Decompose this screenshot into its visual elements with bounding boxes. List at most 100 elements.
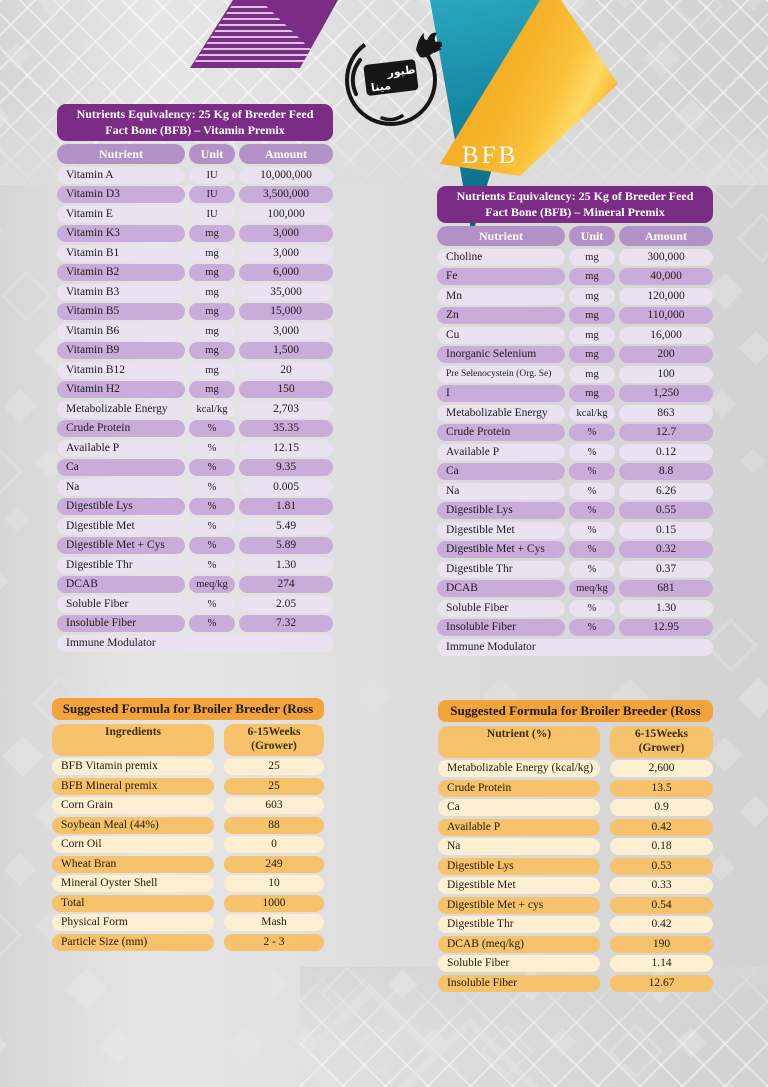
row-nutrient-cell: DCAB bbox=[57, 576, 185, 594]
table-row: Cu mg 16,000 bbox=[437, 326, 713, 344]
row-nutrient-cell: Vitamin B3 bbox=[57, 283, 185, 301]
row-amount-cell: 0.37 bbox=[619, 560, 713, 578]
background-diamond bbox=[739, 331, 768, 365]
table-row: Physical Form Mash bbox=[52, 914, 324, 932]
row-nutrient-cell: Metabolizable Energy bbox=[437, 404, 565, 422]
column-header-ingredients: Ingredients bbox=[52, 724, 214, 756]
weeks-line2: (Grower) bbox=[251, 739, 297, 752]
row-amount-cell: 200 bbox=[619, 346, 713, 364]
row-label-cell: Wheat Bran bbox=[52, 855, 214, 873]
formula-ingredients-title: Suggested Formula for Broiler Breeder (R… bbox=[52, 698, 324, 738]
column-header-nutrient-pct: Nutrient (%) bbox=[438, 726, 600, 758]
rooster-head-comb bbox=[416, 32, 443, 58]
row-unit-cell: mg bbox=[189, 244, 235, 262]
background-diamond bbox=[0, 443, 24, 500]
table-row: Vitamin B2 mg 6,000 bbox=[57, 264, 333, 282]
background-diamond bbox=[0, 908, 22, 962]
row-amount-cell: 16,000 bbox=[619, 326, 713, 344]
table-row: Metabolizable Energy kcal/kg 863 bbox=[437, 404, 713, 422]
table-footer-row: Immune Modulator bbox=[57, 634, 333, 652]
table-row: Metabolizable Energy (kcal/kg) 2,600 bbox=[438, 760, 713, 778]
formula-ingredients-header: Ingredients 6-15Weeks (Grower) bbox=[52, 724, 324, 756]
table-row: Crude Protein% 35.35 bbox=[57, 420, 333, 438]
row-label-cell: Physical Form bbox=[52, 914, 214, 932]
table-row: Ca% 9.35 bbox=[57, 459, 333, 477]
row-nutrient-cell: Crude Protein bbox=[437, 424, 565, 442]
table-row: Vitamin B5 mg 15,000 bbox=[57, 303, 333, 321]
bfb-label: BFB bbox=[462, 142, 519, 169]
column-header-nutrient: Nutrient bbox=[437, 226, 565, 247]
formula-ingredients-rows: BFB Vitamin premix 25 BFB Mineral premix 25… bbox=[52, 758, 324, 951]
row-nutrient-cell: Digestible Thr bbox=[437, 560, 565, 578]
table-row: Mineral Oyster Shell 10 bbox=[52, 875, 324, 893]
row-value-cell: 1.14 bbox=[610, 955, 713, 973]
table-row: Digestible Met + cys 0.54 bbox=[438, 896, 713, 914]
table-row: Choline mg 300,000 bbox=[437, 248, 713, 266]
row-unit-cell: kcal/kg bbox=[189, 400, 235, 418]
column-header-amount: Amount bbox=[239, 144, 333, 165]
formula-nutrients-title: Suggested Formula for Broiler Breeder (R… bbox=[438, 700, 713, 740]
row-value-cell: 88 bbox=[224, 816, 324, 834]
row-nutrient-cell: Na bbox=[57, 478, 185, 496]
row-amount-cell: 8.8 bbox=[619, 463, 713, 481]
row-nutrient-cell: Choline bbox=[437, 248, 565, 266]
row-nutrient-cell: Digestible Met + Cys bbox=[437, 541, 565, 559]
row-amount-cell: 2,703 bbox=[239, 400, 333, 418]
table-row: Vitamin B9 mg 1,500 bbox=[57, 342, 333, 360]
row-amount-cell: 5.49 bbox=[239, 517, 333, 535]
row-amount-cell: 5.89 bbox=[239, 537, 333, 555]
table-row: Na% 6.26 bbox=[437, 482, 713, 500]
table-row: BFB Vitamin premix 25 bbox=[52, 758, 324, 776]
row-value-cell: 10 bbox=[224, 875, 324, 893]
table-row: Soluble Fiber% 2.05 bbox=[57, 595, 333, 613]
row-amount-cell: 6,000 bbox=[239, 264, 333, 282]
table-row: Available P% 0.12 bbox=[437, 443, 713, 461]
row-value-cell: 0.42 bbox=[610, 818, 713, 836]
logo-wing-stroke bbox=[350, 58, 362, 96]
row-nutrient-cell: Digestible Met + Cys bbox=[57, 537, 185, 555]
row-amount-cell: 0.12 bbox=[619, 443, 713, 461]
row-unit-cell: mg bbox=[189, 283, 235, 301]
row-unit-cell: % bbox=[569, 424, 615, 442]
row-unit-cell: mg bbox=[569, 365, 615, 383]
row-unit-cell: mg bbox=[569, 287, 615, 305]
mineral-table-rows: Choline mg 300,000 Fe mg 40,000 Mn mg 120,000 Zn m… bbox=[437, 248, 713, 656]
logo-name-plate: طيور مينا bbox=[363, 59, 419, 96]
table-row: Available P 0.42 bbox=[438, 818, 713, 836]
row-nutrient-cell: Ca bbox=[57, 459, 185, 477]
row-value-cell: 0.18 bbox=[610, 838, 713, 856]
row-label-cell: Particle Size (mm) bbox=[52, 933, 214, 951]
table-row: Corn Grain 603 bbox=[52, 797, 324, 815]
table-row: Vitamin H2 mg 150 bbox=[57, 381, 333, 399]
row-unit-cell: mg bbox=[569, 346, 615, 364]
row-unit-cell: % bbox=[189, 615, 235, 633]
row-amount-cell: 40,000 bbox=[619, 268, 713, 286]
row-amount-cell: 35,000 bbox=[239, 283, 333, 301]
background-diamond bbox=[132, 970, 159, 997]
row-label-cell: Digestible Lys bbox=[438, 857, 600, 875]
row-unit-cell: % bbox=[189, 498, 235, 516]
row-nutrient-cell: Zn bbox=[437, 307, 565, 325]
table-row: Vitamin A IU 10,000,000 bbox=[57, 166, 333, 184]
row-label-cell: Digestible Met + cys bbox=[438, 896, 600, 914]
row-amount-cell: 1.30 bbox=[239, 556, 333, 574]
table-row: Insoluble Fiber% 7.32 bbox=[57, 615, 333, 633]
row-value-cell: 0.54 bbox=[610, 896, 713, 914]
table-row: Na% 0.005 bbox=[57, 478, 333, 496]
row-label-cell: Crude Protein bbox=[438, 779, 600, 797]
logo-word-bottom: مينا bbox=[370, 79, 391, 94]
row-unit-cell: % bbox=[189, 556, 235, 574]
row-nutrient-cell: Vitamin H2 bbox=[57, 381, 185, 399]
row-unit-cell: % bbox=[569, 482, 615, 500]
row-amount-cell: 110,000 bbox=[619, 307, 713, 325]
row-label-cell: Digestible Met bbox=[438, 877, 600, 895]
row-nutrient-cell: Digestible Met bbox=[57, 517, 185, 535]
table-row: DCAB meq/kg 681 bbox=[437, 580, 713, 598]
row-unit-cell: mg bbox=[569, 248, 615, 266]
row-unit-cell: mg bbox=[569, 268, 615, 286]
background-diamond bbox=[259, 969, 288, 998]
vitamin-title-line2: Fact Bone (BFB) – Vitamin Premix bbox=[105, 122, 285, 137]
row-amount-cell: 20 bbox=[239, 361, 333, 379]
rooster-beak bbox=[433, 46, 442, 53]
row-value-cell: Mash bbox=[224, 914, 324, 932]
